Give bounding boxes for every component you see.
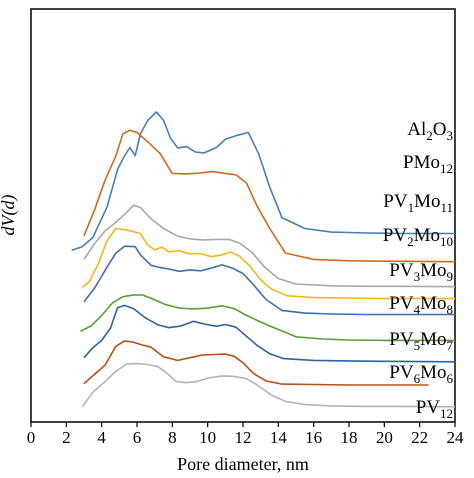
- series-line-8: [83, 340, 429, 386]
- series-label-1: Al2O3: [407, 119, 453, 143]
- x-tick-label: 0: [27, 428, 36, 447]
- series-labels: Al2O3 PMo12 PV1Mo11 PV2Mo10 PV3Mo9 PV4Mo8 PV5M…: [383, 119, 454, 421]
- series-label-7: PV5Mo7: [389, 329, 453, 353]
- y-axis-title: dV(d): [0, 195, 19, 236]
- x-axis-ticks: 0 2 4 6 8 10 12 14 16 18 20 22 24: [27, 422, 464, 447]
- series-label-8: PV6Mo6: [389, 362, 453, 386]
- x-tick-label: 24: [447, 428, 465, 447]
- series-label-4: PV2Mo10: [383, 225, 453, 249]
- plot-frame: [30, 8, 456, 423]
- series-line-7: [83, 304, 456, 363]
- series-line-2: [83, 129, 456, 263]
- series-line-9: [81, 362, 456, 408]
- x-tick-label: 4: [97, 428, 106, 447]
- series-line-1: [71, 111, 455, 252]
- x-tick-label: 10: [199, 428, 216, 447]
- x-tick-label: 12: [235, 428, 252, 447]
- series-line-6: [80, 294, 455, 342]
- x-tick-label: 8: [168, 428, 177, 447]
- series-line-3: [83, 204, 456, 288]
- x-tick-label: 6: [133, 428, 142, 447]
- x-tick-label: 14: [270, 428, 288, 447]
- x-tick-label: 22: [411, 428, 428, 447]
- series-lines: [71, 111, 456, 408]
- series-label-9: PV12: [416, 397, 453, 421]
- series-line-5: [83, 245, 455, 316]
- plot-area: [30, 8, 456, 423]
- series-line-4: [81, 227, 455, 300]
- x-tick-label: 16: [305, 428, 322, 447]
- x-tick-label: 18: [341, 428, 358, 447]
- series-label-3: PV1Mo11: [383, 191, 453, 215]
- x-tick-label: 20: [376, 428, 393, 447]
- series-label-6: PV4Mo8: [389, 293, 453, 317]
- x-axis-title: Pore diameter, nm: [177, 454, 309, 474]
- series-label-5: PV3Mo9: [389, 260, 453, 284]
- series-label-2: PMo12: [403, 152, 453, 176]
- x-tick-label: 2: [62, 428, 71, 447]
